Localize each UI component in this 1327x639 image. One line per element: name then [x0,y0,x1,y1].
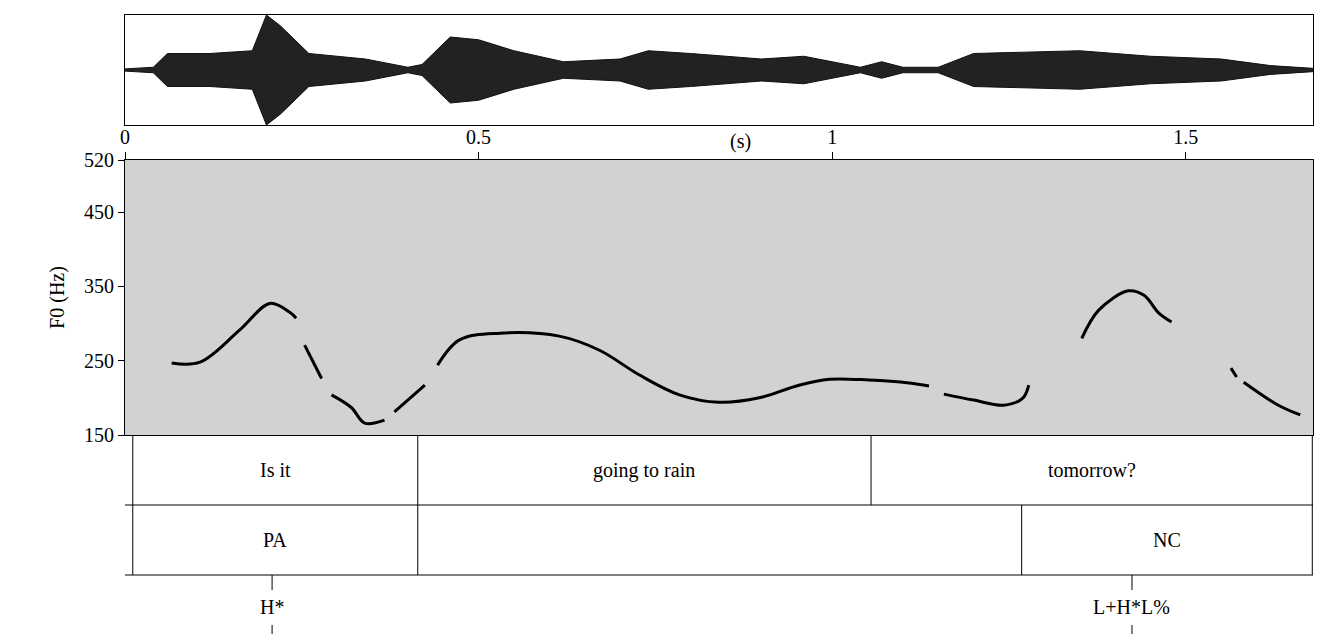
svg-text:1.5: 1.5 [1173,126,1198,148]
svg-text:H*: H* [260,596,284,618]
svg-text:350: 350 [84,275,114,297]
svg-text:(s): (s) [730,130,751,153]
svg-text:PA: PA [263,529,287,551]
svg-text:tomorrow?: tomorrow? [1048,459,1136,481]
svg-text:520: 520 [84,149,114,171]
svg-text:NC: NC [1153,529,1181,551]
svg-text:F0 (Hz): F0 (Hz) [46,266,69,329]
svg-text:going to rain: going to rain [593,459,695,482]
svg-text:0: 0 [120,126,130,148]
svg-text:L+H*L%: L+H*L% [1093,596,1170,618]
svg-text:450: 450 [84,201,114,223]
svg-text:0.5: 0.5 [466,126,491,148]
svg-text:150: 150 [84,424,114,446]
svg-text:Is it: Is it [260,459,291,481]
svg-text:1: 1 [827,126,837,148]
svg-text:250: 250 [84,350,114,372]
